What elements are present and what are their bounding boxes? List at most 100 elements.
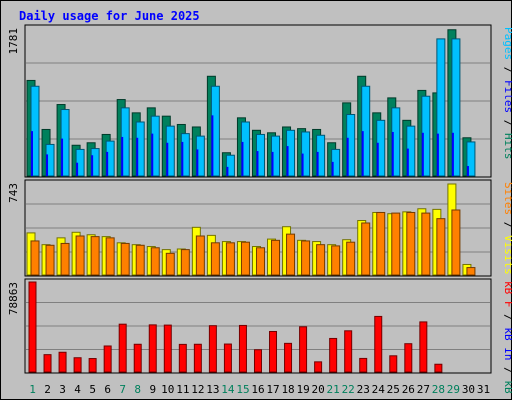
x-tick-label: 20 [312,383,325,396]
x-tick-label: 26 [402,383,415,396]
bar-sites [301,240,311,276]
bar-kb-f [253,349,262,373]
bar-sites [391,212,401,276]
bar-pages [31,131,33,176]
x-tick-label: 22 [342,383,355,396]
bar-kb-f [103,345,112,373]
bar-pages [286,146,289,176]
x-tick-label: 28 [432,383,445,396]
x-tick-label: 24 [372,383,386,396]
x-tick-label: 29 [447,383,460,396]
x-tick-label: 6 [104,383,111,396]
bar-pages [421,132,424,176]
bar-kb-f [88,358,97,373]
bar-pages [196,149,199,176]
bar-pages [451,132,454,176]
x-tick-label: 27 [417,383,430,396]
y-max-label: 743 [7,183,20,203]
x-tick-label: 14 [221,383,235,396]
bar-sites [421,212,431,276]
bar-pages [331,161,334,176]
bar-sites [240,241,250,276]
x-tick-label: 17 [266,383,279,396]
bar-pages [256,151,259,176]
bar-sites [331,245,341,276]
bar-pages [316,151,319,176]
bar-kb-f [434,363,443,373]
x-tick-label: 21 [327,383,340,396]
bar-kb-f [118,323,127,373]
bar-kb-f [73,357,82,373]
bar-kb-f [404,343,413,373]
legend-entry: Sites [502,182,512,215]
x-tick-label: 9 [149,383,156,396]
bar-sites [361,222,371,276]
x-tick-label: 10 [161,383,174,396]
bar-kb-f [28,281,37,373]
bar-kb-f [133,343,142,373]
x-tick-label: 19 [296,383,309,396]
bar-kb-f [374,315,383,373]
x-tick-label: 25 [387,383,400,396]
bar-sites [180,249,190,276]
legend-entry: / [502,361,512,381]
bar-sites [346,241,356,276]
x-tick-label: 8 [134,383,141,396]
bar-sites [466,267,476,276]
x-tick-label: 5 [89,383,96,396]
bar-pages [346,137,349,176]
bar-pages [391,131,394,176]
bar-kb-f [163,324,172,373]
bar-sites [90,236,100,276]
bar-pages [181,141,184,176]
x-tick-label: 15 [236,383,249,396]
x-tick-label: 4 [74,383,81,396]
x-tick-label: 23 [357,383,370,396]
bar-files [466,141,476,177]
bar-sites [255,247,265,276]
legend-entry: kB Out [502,380,512,400]
bar-files [225,154,235,177]
bar-pages [151,133,154,176]
legend-entry: / [502,60,512,80]
bar-sites [75,235,85,276]
bar-sites [150,247,160,276]
bar-kb-f [389,355,398,373]
x-tick-label: 16 [251,383,264,396]
bar-pages [376,142,379,176]
bar-kb-f [223,343,232,373]
y-max-label: 1781 [7,28,20,55]
bar-sites [406,211,416,276]
bar-pages [241,141,244,176]
bar-sites [286,233,296,276]
legend-visits-sites: Sites / Visits [502,182,512,275]
legend-entry: / [502,215,512,235]
legend-entry: Visits [502,235,512,275]
chart-title: Daily usage for June 2025 [19,9,200,23]
legend-entry: Hits [502,133,512,160]
x-tick-label: 1 [29,383,36,396]
bar-kb-f [284,342,293,373]
legend-entry: kB F [502,281,512,308]
bar-kb-f [178,343,187,373]
bar-pages [46,154,49,176]
bar-files [451,38,461,177]
bar-sites [30,240,40,276]
bar-sites [165,252,175,276]
x-tick-label: 13 [206,383,219,396]
legend-entry: / [502,113,512,133]
bar-sites [316,244,326,276]
legend-kb: kB F / kB In / kB Out [502,281,512,400]
bar-kb-f [58,351,67,373]
bar-pages [466,166,469,176]
x-tick-label: 18 [281,383,294,396]
bar-pages [301,153,304,176]
bar-kb-f [148,324,157,373]
bar-pages [406,148,409,176]
bar-sites [210,242,220,276]
bar-files [436,38,446,177]
bar-pages [211,115,214,176]
bar-sites [120,242,130,276]
